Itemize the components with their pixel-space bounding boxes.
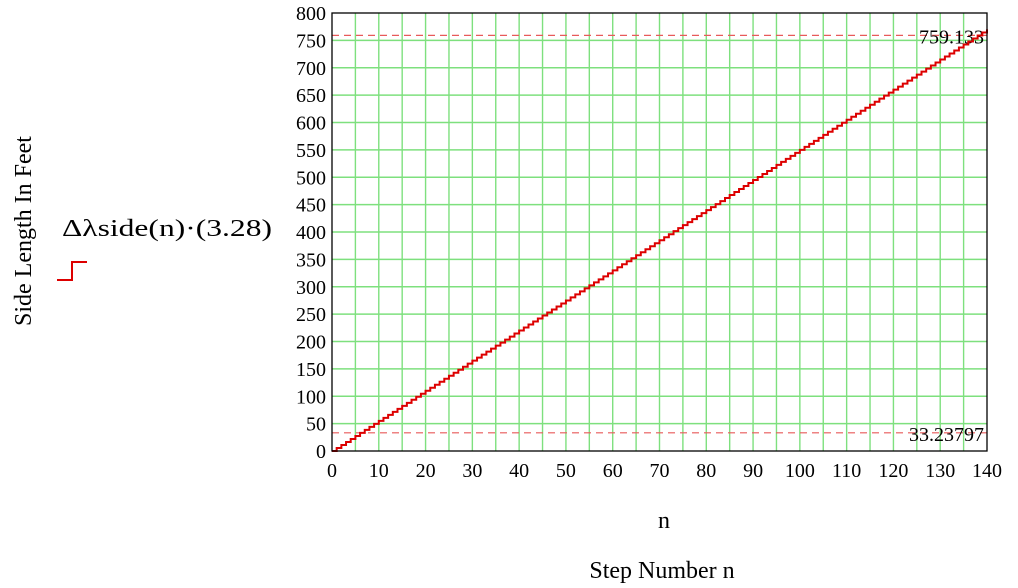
y-axis-label: Side Length In Feet — [11, 136, 37, 326]
y-tick-label: 600 — [296, 113, 326, 135]
x-tick-label: 90 — [743, 460, 763, 482]
y-tick-label: 0 — [316, 441, 326, 463]
reference-label: 759.133 — [919, 26, 984, 48]
x-tick-label: 10 — [369, 460, 389, 482]
plot-frame — [331, 12, 988, 452]
y-tick-label: 750 — [296, 30, 326, 52]
y-tick-label: 700 — [296, 58, 326, 80]
y-tick-label: 800 — [296, 3, 326, 25]
y-tick-label: 550 — [296, 140, 326, 162]
y-tick-labels: 0 50 100 150 200 250 300 350 400 450 500 550 600 650 7… — [296, 3, 326, 463]
y-tick-label: 200 — [296, 332, 326, 354]
x-axis-caption: Step Number n — [589, 558, 734, 584]
y-tick-label: 250 — [296, 304, 326, 326]
x-tick-label: 30 — [462, 460, 482, 482]
grid — [332, 13, 987, 451]
x-tick-label: 100 — [785, 460, 815, 482]
series-layer — [332, 29, 988, 452]
y-tick-label: 50 — [306, 414, 326, 436]
y-tick-label: 500 — [296, 167, 326, 189]
x-tick-label: 40 — [509, 460, 529, 482]
x-tick-labels: 0 10 20 30 40 50 60 70 80 90 100 110 120 130 140 — [327, 460, 1002, 482]
legend-step-icon — [57, 261, 87, 281]
y-tick-label: 100 — [296, 386, 326, 408]
reference-label: 33.23797 — [909, 424, 984, 446]
x-tick-label: 20 — [416, 460, 436, 482]
x-tick-label: 130 — [925, 460, 955, 482]
x-tick-label: 120 — [878, 460, 908, 482]
x-tick-label: 110 — [832, 460, 861, 482]
x-tick-label: 0 — [327, 460, 337, 482]
y-tick-label: 300 — [296, 277, 326, 299]
series-line — [332, 29, 988, 452]
x-tick-label: 70 — [650, 460, 670, 482]
y-tick-label: 400 — [296, 222, 326, 244]
y-tick-label: 650 — [296, 85, 326, 107]
x-tick-label: 140 — [972, 460, 1002, 482]
y-tick-label: 350 — [296, 249, 326, 271]
x-axis-label: n — [658, 508, 670, 534]
x-tick-label: 80 — [696, 460, 716, 482]
x-tick-label: 50 — [556, 460, 576, 482]
y-tick-label: 450 — [296, 195, 326, 217]
x-tick-label: 60 — [603, 460, 623, 482]
y-tick-label: 150 — [296, 359, 326, 381]
legend-label: Δλside(n)·(3.28) — [62, 216, 272, 242]
